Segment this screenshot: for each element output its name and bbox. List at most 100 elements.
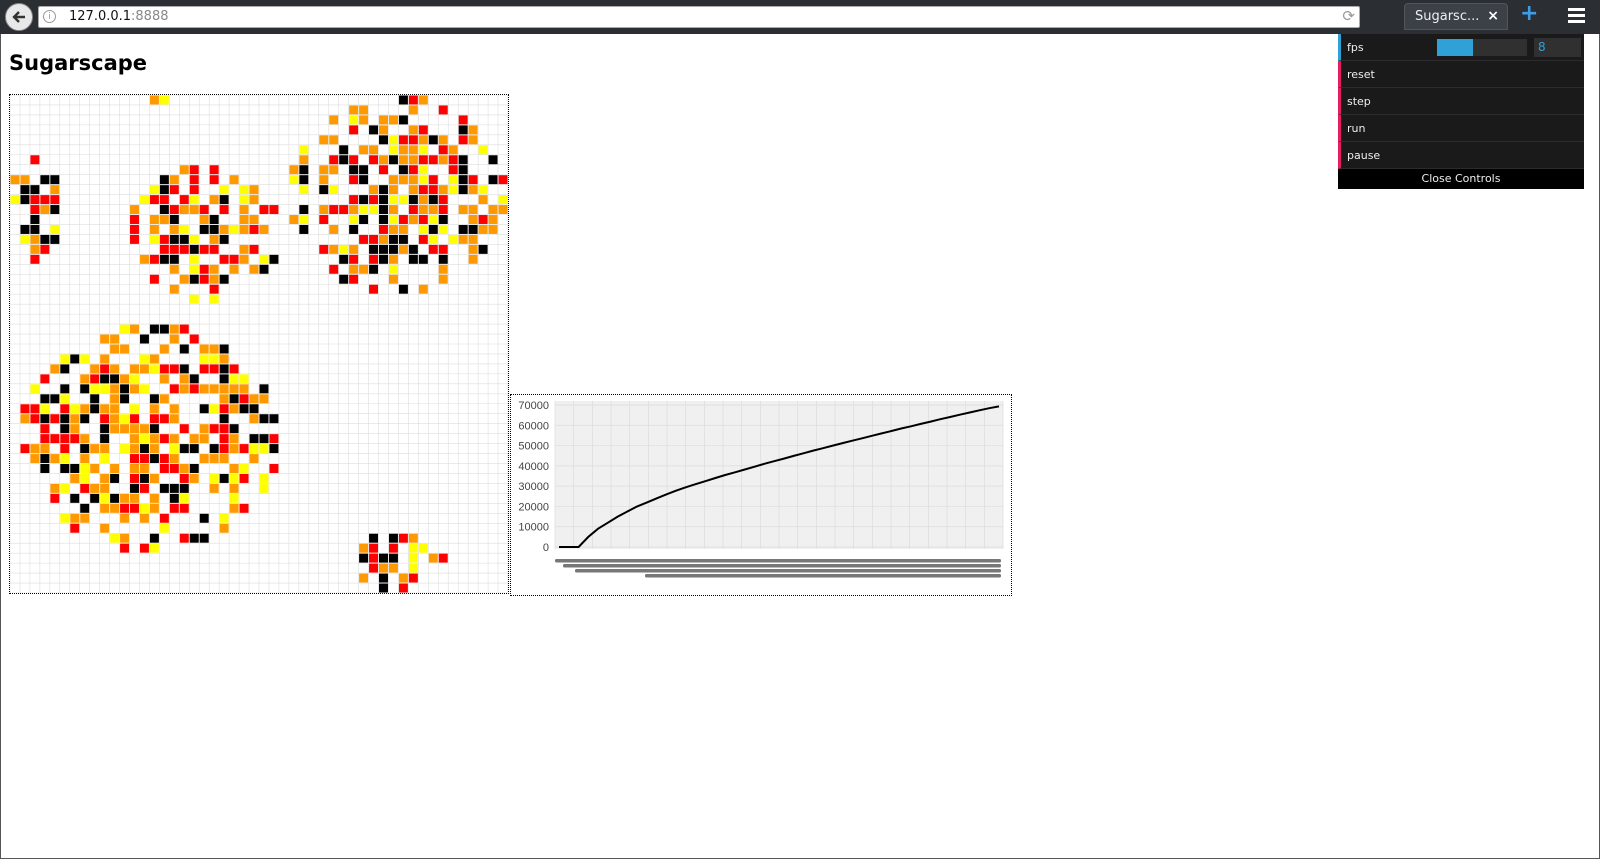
agent-cell-top-right: [349, 274, 359, 284]
series-line: [559, 405, 1000, 548]
agent-cell-top-right: [408, 205, 418, 215]
agent-cell-middle-left: [149, 185, 159, 195]
agent-cell-top-right: [388, 115, 398, 125]
agent-cell-bottom-left: [249, 444, 259, 454]
agent-cell-bottom-left: [229, 374, 239, 384]
agent-cell-top-right: [339, 205, 349, 215]
agent-cell-bottom-left: [100, 414, 110, 424]
agent-cell-bottom-left: [219, 394, 229, 404]
agent-cell-bottom-center: [398, 583, 408, 593]
plus-icon[interactable]: +: [1520, 1, 1539, 26]
agent-cell-top-right: [398, 145, 408, 155]
agent-cell-top-right: [349, 175, 359, 185]
agent-cell-top-right: [458, 115, 468, 125]
agent-cell-bottom-center: [388, 563, 398, 573]
agent-cell-middle-left: [229, 264, 239, 274]
agent-cell-left-edge: [30, 205, 40, 215]
agent-cell-bottom-left: [259, 483, 269, 493]
agent-cell-middle-left: [169, 215, 179, 224]
run-button[interactable]: run: [1338, 115, 1584, 142]
reload-icon[interactable]: ⟳: [1342, 7, 1355, 25]
agent-cell-top-right: [339, 244, 349, 254]
agent-cell-top-right: [329, 185, 339, 195]
agent-cell-top-right: [488, 205, 498, 215]
agent-cell-top-right: [448, 165, 458, 175]
agent-cell-bottom-left: [110, 364, 120, 374]
agent-cell-bottom-left: [120, 324, 130, 334]
agent-cell-left-edge: [40, 175, 50, 185]
close-controls-button[interactable]: Close Controls: [1338, 169, 1584, 189]
agent-cell-bottom-left: [189, 444, 199, 454]
agent-cell-top-right: [349, 115, 359, 125]
agent-cell-top-right: [448, 155, 458, 165]
agent-cell-bottom-left: [130, 324, 139, 334]
agent-cell-bottom-left: [179, 503, 189, 513]
close-icon[interactable]: ×: [1487, 8, 1499, 24]
agent-cell-bottom-left: [159, 454, 169, 464]
agent-cell-top-right: [478, 215, 488, 224]
x-tick-labels-overlapping: [575, 569, 1001, 573]
agent-cell-bottom-center: [408, 533, 418, 543]
hamburger-menu-icon[interactable]: [1568, 8, 1585, 26]
y-tick-label: 40000: [518, 461, 549, 473]
agent-cell-left-edge: [50, 234, 60, 244]
fps-input[interactable]: 8: [1534, 38, 1581, 57]
agent-cell-bottom-left: [249, 414, 259, 424]
agent-cell-bottom-left: [110, 404, 120, 414]
agent-cell-top-right: [379, 195, 388, 205]
agent-cell-top-right: [339, 254, 349, 264]
agent-cell-top-right: [369, 244, 379, 254]
browser-tab[interactable]: Sugarsc... ×: [1404, 3, 1508, 30]
agent-cell-bottom-left: [130, 364, 139, 374]
agent-cell-bottom-left: [130, 434, 139, 444]
agent-cell-top-right: [438, 264, 448, 274]
agent-cell-top-right: [289, 165, 299, 175]
sugarscape-grid: [9, 94, 509, 594]
agent-cell-bottom-left: [219, 354, 229, 364]
back-button[interactable]: [5, 3, 33, 31]
agent-cell-middle-left: [169, 264, 179, 274]
agent-cell-bottom-left: [169, 444, 179, 454]
agent-cell-bottom-center: [408, 543, 418, 553]
agent-cell-bottom-left: [40, 374, 50, 384]
agent-cell-bottom-left: [259, 444, 269, 454]
agent-cell-middle-left: [249, 244, 259, 254]
agent-cell-bottom-left: [80, 483, 90, 493]
agent-cell-middle-left: [239, 185, 249, 195]
agent-cell-middle-left: [149, 274, 159, 284]
agent-cell-top-right: [388, 145, 398, 155]
url-bar[interactable]: i 127.0.0.1:8888 ⟳: [38, 6, 1360, 28]
agent-cell-middle-left: [259, 264, 269, 274]
agent-cell-bottom-left: [159, 374, 169, 384]
agent-cell-top-right: [369, 234, 379, 244]
agent-cell-bottom-left: [169, 454, 179, 464]
agent-cell-bottom-left: [149, 503, 159, 513]
agent-cell-top-right: [379, 234, 388, 244]
agent-cell-bottom-center: [398, 573, 408, 583]
agent-cell-middle-left: [169, 224, 179, 234]
agent-cell-middle-left: [189, 175, 199, 185]
fps-slider[interactable]: [1437, 39, 1527, 56]
agent-cell-bottom-left: [110, 384, 120, 394]
agent-cell-bottom-left: [120, 493, 130, 503]
agent-cell-top-right: [458, 125, 468, 135]
agent-cell-top-right: [428, 215, 438, 224]
agent-cell-bottom-left: [199, 384, 209, 394]
agent-cell-bottom-left: [30, 454, 40, 464]
agent-cell-left-edge: [30, 195, 40, 205]
pause-button[interactable]: pause: [1338, 142, 1584, 169]
agent-cell-left-edge: [30, 244, 40, 254]
agent-cell-middle-left: [189, 185, 199, 195]
agent-cell-bottom-left: [120, 444, 130, 454]
agent-cell-bottom-left: [40, 424, 50, 434]
reset-button[interactable]: reset: [1338, 61, 1584, 88]
step-button[interactable]: step: [1338, 88, 1584, 115]
agent-cell-top-right: [408, 215, 418, 224]
agent-cell-bottom-left: [60, 424, 70, 434]
info-icon[interactable]: i: [43, 10, 56, 23]
agent-cell-middle-left: [189, 165, 199, 175]
agent-cell-bottom-left: [209, 364, 219, 374]
agent-cell-bottom-left: [90, 493, 100, 503]
agent-cell-top-right: [379, 205, 388, 215]
agent-cell-top-right: [379, 155, 388, 165]
